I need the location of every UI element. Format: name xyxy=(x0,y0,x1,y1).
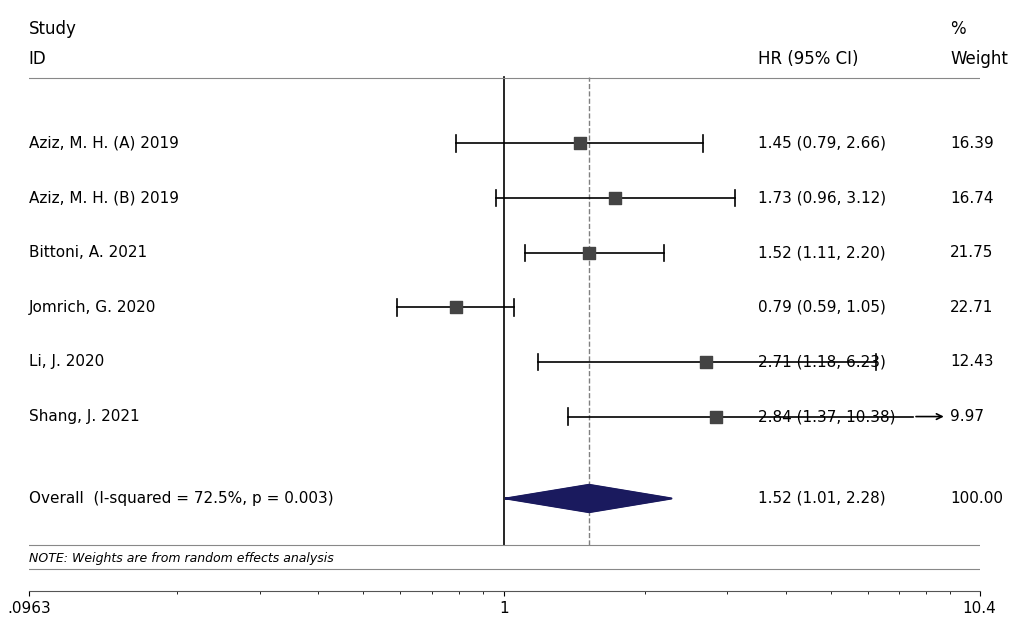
Point xyxy=(606,193,623,203)
Text: Study: Study xyxy=(29,20,76,38)
Text: 1.52 (1.11, 2.20): 1.52 (1.11, 2.20) xyxy=(758,245,886,260)
Text: 100.00: 100.00 xyxy=(950,491,1003,506)
Text: 12.43: 12.43 xyxy=(950,354,993,369)
Text: 1.73 (0.96, 3.12): 1.73 (0.96, 3.12) xyxy=(758,191,886,206)
Text: Li, J. 2020: Li, J. 2020 xyxy=(29,354,104,369)
Text: 2.84 (1.37, 10.38): 2.84 (1.37, 10.38) xyxy=(758,409,895,424)
Text: ID: ID xyxy=(29,50,47,68)
Text: 0.79 (0.59, 1.05): 0.79 (0.59, 1.05) xyxy=(758,300,886,315)
Text: 2.71 (1.18, 6.23): 2.71 (1.18, 6.23) xyxy=(758,354,886,369)
Text: 9.97: 9.97 xyxy=(950,409,983,424)
Text: 1.52 (1.01, 2.28): 1.52 (1.01, 2.28) xyxy=(758,491,886,506)
Text: 21.75: 21.75 xyxy=(950,245,993,260)
Text: Jomrich, G. 2020: Jomrich, G. 2020 xyxy=(29,300,156,315)
Text: Bittoni, A. 2021: Bittoni, A. 2021 xyxy=(29,245,147,260)
Polygon shape xyxy=(505,485,671,512)
Point xyxy=(571,138,587,148)
Point xyxy=(447,302,464,312)
Point xyxy=(698,357,714,367)
Text: 16.74: 16.74 xyxy=(950,191,993,206)
Text: Overall  (I-squared = 72.5%, p = 0.003): Overall (I-squared = 72.5%, p = 0.003) xyxy=(29,491,333,506)
Text: %: % xyxy=(950,20,965,38)
Point xyxy=(707,412,723,422)
Text: 1.45 (0.79, 2.66): 1.45 (0.79, 2.66) xyxy=(758,136,886,151)
Text: Aziz, M. H. (B) 2019: Aziz, M. H. (B) 2019 xyxy=(29,191,178,206)
Text: Aziz, M. H. (A) 2019: Aziz, M. H. (A) 2019 xyxy=(29,136,178,151)
Text: NOTE: Weights are from random effects analysis: NOTE: Weights are from random effects an… xyxy=(29,552,333,565)
Text: HR (95% CI): HR (95% CI) xyxy=(758,50,858,68)
Text: 16.39: 16.39 xyxy=(950,136,993,151)
Text: 22.71: 22.71 xyxy=(950,300,993,315)
Text: Shang, J. 2021: Shang, J. 2021 xyxy=(29,409,140,424)
Point xyxy=(581,248,597,258)
Text: Weight: Weight xyxy=(950,50,1007,68)
